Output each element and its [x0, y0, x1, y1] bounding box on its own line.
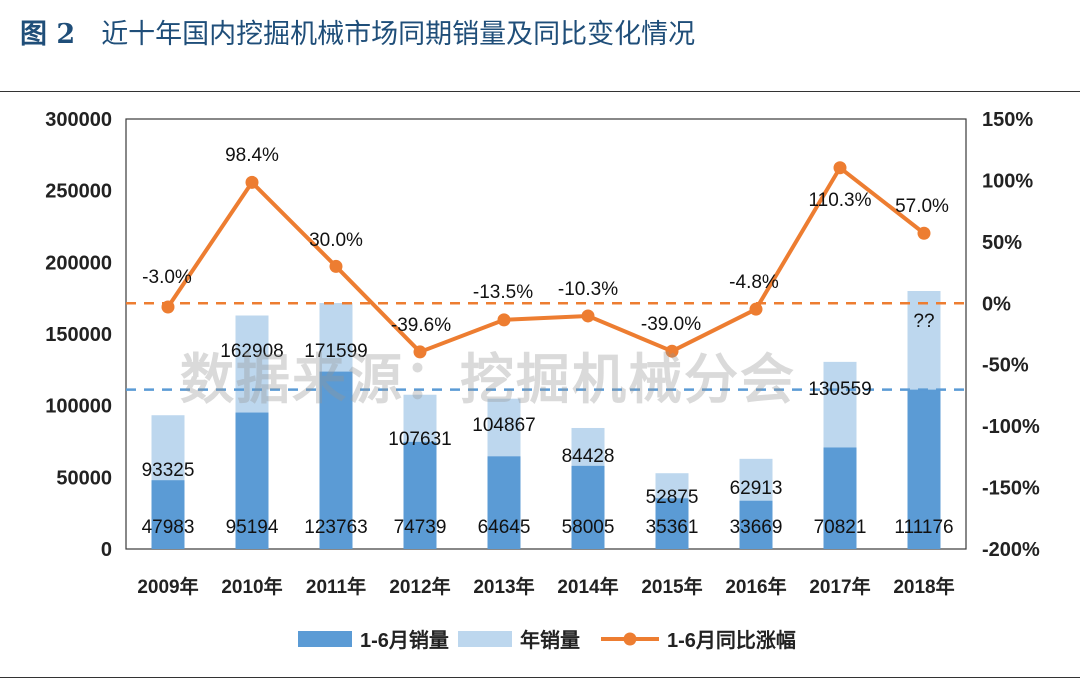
y-left-tick-label: 200000	[45, 252, 112, 274]
figure-title-text: 近十年国内挖掘机械市场同期销量及同比变化情况	[101, 19, 696, 50]
point-yoy-2011年	[329, 259, 343, 273]
data-label-annual: 130559	[808, 379, 871, 400]
data-label-annual: 84428	[562, 446, 615, 467]
bar-h1-2010年	[235, 412, 269, 549]
data-label-h1: 47983	[142, 517, 195, 538]
figure-title: 图 2 近十年国内挖掘机械市场同期销量及同比变化情况	[20, 12, 695, 51]
bottom-rule	[0, 677, 1080, 678]
x-tick-label: 2014年	[557, 575, 618, 598]
x-tick-label: 2015年	[641, 575, 702, 598]
data-label-h1: 95194	[226, 517, 279, 538]
bar-h1-2014年	[571, 465, 605, 549]
legend-swatch	[298, 631, 352, 647]
data-label-h1: 111176	[894, 517, 953, 538]
data-label-annual: 107631	[388, 429, 451, 450]
data-label-yoy: 110.3%	[808, 190, 871, 211]
data-label-h1: 58005	[562, 517, 615, 538]
y-right-tick-label: 50%	[982, 232, 1022, 254]
y-left-tick-label: 150000	[45, 324, 112, 346]
bar-h1-2013年	[487, 456, 521, 549]
y-right-tick-label: -50%	[982, 355, 1029, 377]
bar-h1-2011年	[319, 371, 353, 549]
y-right-tick-label: 100%	[982, 170, 1033, 192]
y-left-tick-label: 250000	[45, 181, 112, 203]
x-tick-label: 2011年	[306, 575, 366, 598]
data-label-h1: 74739	[394, 517, 447, 538]
data-label-annual: ??	[913, 311, 934, 332]
y-left-tick-label: 300000	[45, 109, 112, 131]
point-yoy-2015年	[665, 344, 679, 358]
figure-number: 图 2	[20, 19, 76, 50]
x-tick-label: 2012年	[389, 575, 450, 598]
data-label-h1: 64645	[478, 517, 531, 538]
y-left-tick-label: 0	[101, 539, 112, 561]
legend-label: 1-6月同比涨幅	[667, 629, 796, 652]
point-yoy-2014年	[581, 309, 595, 323]
data-label-yoy: -4.8%	[729, 272, 779, 293]
x-tick-label: 2009年	[137, 575, 198, 598]
point-yoy-2010年	[245, 175, 259, 189]
data-label-h1: 70821	[814, 517, 867, 538]
data-label-yoy: 57.0%	[895, 196, 949, 217]
data-label-h1: 35361	[646, 517, 699, 538]
data-label-yoy: 98.4%	[225, 145, 279, 166]
bar-h1-2017年	[823, 447, 857, 549]
point-yoy-2016年	[749, 302, 763, 316]
point-yoy-2009年	[161, 300, 175, 314]
legend-marker	[623, 632, 637, 646]
plot-area	[125, 118, 967, 550]
y-right-tick-label: 0%	[982, 293, 1011, 315]
y-right-tick-label: -150%	[982, 478, 1040, 500]
data-label-annual: 62913	[730, 478, 783, 499]
y-left-tick-label: 100000	[45, 396, 112, 418]
data-label-h1: 33669	[730, 517, 783, 538]
data-label-yoy: -39.0%	[641, 314, 701, 335]
point-yoy-2013年	[497, 313, 511, 327]
x-tick-label: 2018年	[893, 575, 954, 598]
top-rule	[0, 91, 1080, 92]
data-label-annual: 104867	[472, 415, 535, 436]
point-yoy-2012年	[413, 345, 427, 359]
bar-h1-2018年	[907, 389, 941, 549]
bar-h1-2016年	[739, 500, 773, 549]
data-label-annual: 171599	[304, 341, 367, 362]
data-label-annual: 52875	[646, 487, 699, 508]
x-tick-label: 2013年	[473, 575, 534, 598]
x-tick-label: 2010年	[221, 575, 282, 598]
line-yoy-growth	[166, 165, 926, 354]
x-tick-label: 2016年	[725, 575, 786, 598]
data-label-yoy: -13.5%	[473, 282, 533, 303]
legend-label: 1-6月销量	[360, 628, 449, 652]
legend-label: 年销量	[520, 628, 580, 652]
data-label-annual: 162908	[220, 341, 283, 362]
y-right-tick-label: -100%	[982, 416, 1040, 438]
bar-h1-2009年	[151, 480, 185, 549]
point-yoy-2018年	[917, 226, 931, 240]
data-label-annual: 93325	[142, 460, 195, 481]
bar-h1-2012年	[403, 441, 437, 549]
y-right-tick-label: 150%	[982, 109, 1033, 131]
x-tick-label: 2017年	[809, 575, 870, 598]
y-left-tick-label: 50000	[56, 467, 112, 489]
data-label-yoy: -39.6%	[391, 315, 451, 336]
data-label-yoy: 30.0%	[309, 230, 363, 251]
data-label-yoy: -3.0%	[142, 267, 192, 288]
legend-swatch	[458, 631, 512, 647]
bar-h1-2015年	[655, 498, 689, 549]
y-right-tick-label: -200%	[982, 539, 1040, 561]
data-label-yoy: -10.3%	[558, 279, 618, 300]
point-yoy-2017年	[833, 161, 847, 175]
data-label-h1: 123763	[304, 517, 367, 538]
